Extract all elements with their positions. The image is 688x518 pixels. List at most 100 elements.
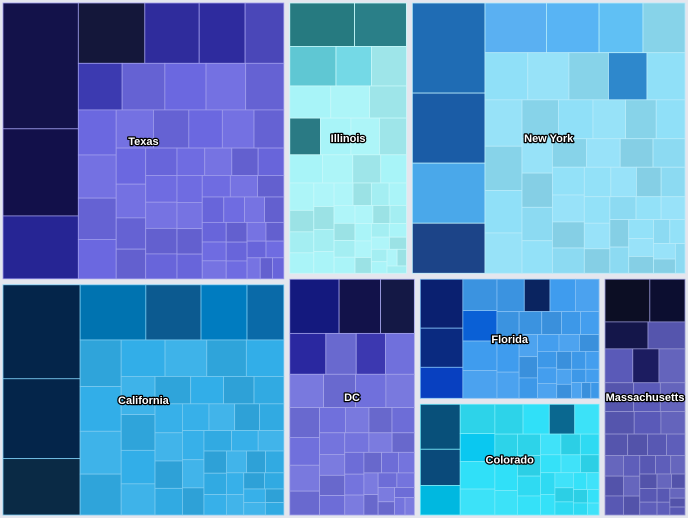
tile-florida-12[interactable] [496, 342, 520, 373]
tile-new-york-27[interactable] [585, 138, 621, 168]
tile-illinois-6[interactable] [330, 85, 370, 119]
tile-massachusetts-5[interactable] [632, 348, 660, 384]
tile-texas-27[interactable] [145, 201, 178, 229]
tile-new-york-43[interactable] [660, 196, 686, 220]
tile-california-33[interactable] [182, 487, 205, 516]
tile-colorado-14[interactable] [517, 433, 541, 456]
tile-massachusetts-17[interactable] [604, 455, 624, 477]
tile-california-16[interactable] [120, 414, 156, 451]
tile-new-york-47[interactable] [628, 238, 654, 257]
tile-colorado-22[interactable] [560, 454, 581, 474]
tile-texas-53[interactable] [246, 240, 267, 259]
tile-dc-18[interactable] [391, 407, 415, 434]
tile-massachusetts-6[interactable] [658, 348, 686, 384]
tile-new-york-39[interactable] [583, 222, 611, 250]
tile-texas-19[interactable] [221, 109, 255, 149]
tile-texas-28[interactable] [145, 227, 178, 255]
tile-california-5[interactable] [200, 284, 248, 341]
tile-texas-49[interactable] [225, 241, 248, 262]
tile-california-49[interactable] [264, 488, 285, 503]
tile-dc-5[interactable] [355, 332, 386, 375]
tile-colorado-6[interactable] [459, 488, 496, 516]
tile-dc-20[interactable] [319, 454, 346, 476]
tile-illinois-23[interactable] [313, 251, 335, 274]
tile-texas-11[interactable] [245, 62, 285, 111]
tile-illinois-43[interactable] [370, 261, 388, 274]
tile-texas-25[interactable] [145, 147, 178, 176]
tile-illinois-14[interactable] [352, 154, 382, 184]
tile-california-46[interactable] [264, 472, 285, 490]
tile-new-york-10[interactable] [568, 52, 609, 101]
tile-colorado-4[interactable] [459, 433, 496, 462]
tile-massachusetts-19[interactable] [604, 495, 624, 516]
tile-florida-28[interactable] [571, 351, 587, 370]
tile-new-york-7[interactable] [642, 2, 686, 54]
tile-illinois-2[interactable] [289, 46, 337, 87]
tile-texas-52[interactable] [265, 221, 285, 242]
tile-texas-34[interactable] [176, 175, 203, 203]
tile-texas-41[interactable] [201, 196, 225, 223]
tile-texas-31[interactable] [204, 147, 233, 176]
tile-dc-34[interactable] [377, 472, 398, 488]
tile-illinois-20[interactable] [313, 182, 335, 207]
tile-texas-33[interactable] [257, 147, 285, 176]
tile-texas-23[interactable] [115, 217, 147, 250]
tile-florida-30[interactable] [556, 368, 572, 385]
tile-illinois-13[interactable] [322, 154, 354, 184]
tile-dc-39[interactable] [394, 497, 406, 516]
tile-colorado-30[interactable] [586, 472, 600, 490]
tile-new-york-4[interactable] [484, 2, 547, 54]
tile-texas-26[interactable] [145, 175, 178, 203]
tile-new-york-13[interactable] [484, 99, 523, 147]
tile-new-york-32[interactable] [551, 221, 585, 249]
tile-florida-2[interactable] [419, 366, 464, 399]
tile-texas-15[interactable] [77, 239, 117, 280]
tile-colorado-21[interactable] [540, 454, 562, 474]
tile-massachusetts-27[interactable] [639, 488, 658, 503]
tile-texas-1[interactable] [2, 128, 79, 217]
tile-illinois-5[interactable] [289, 85, 332, 119]
tile-new-york-53[interactable] [674, 243, 686, 274]
tile-illinois-30[interactable] [333, 240, 356, 258]
tile-massachusetts-31[interactable] [656, 487, 671, 503]
tile-colorado-12[interactable] [494, 463, 518, 492]
tile-florida-23[interactable] [579, 334, 600, 352]
tile-texas-43[interactable] [244, 196, 265, 223]
tile-new-york-52[interactable] [653, 258, 676, 274]
tile-texas-40[interactable] [257, 175, 285, 198]
tile-massachusetts-11[interactable] [633, 411, 662, 435]
tile-dc-33[interactable] [363, 494, 379, 516]
tile-dc-14[interactable] [289, 490, 320, 516]
tile-california-25[interactable] [154, 460, 183, 489]
tile-illinois-31[interactable] [333, 256, 356, 274]
tile-colorado-28[interactable] [554, 501, 574, 516]
tile-texas-8[interactable] [121, 62, 166, 111]
tile-california-44[interactable] [226, 494, 245, 516]
tile-florida-17[interactable] [580, 311, 600, 335]
tile-texas-48[interactable] [225, 221, 248, 243]
tile-new-york-50[interactable] [669, 219, 686, 244]
tile-new-york-51[interactable] [653, 243, 676, 260]
tile-illinois-0[interactable] [289, 2, 355, 47]
tile-colorado-25[interactable] [540, 494, 556, 516]
tile-california-50[interactable] [264, 502, 285, 516]
tile-new-york-31[interactable] [551, 194, 585, 223]
tile-california-34[interactable] [203, 430, 232, 452]
tile-new-york-42[interactable] [635, 196, 662, 220]
tile-illinois-1[interactable] [354, 2, 407, 47]
tile-colorado-24[interactable] [540, 472, 556, 495]
tile-illinois-26[interactable] [370, 182, 390, 206]
tile-california-26[interactable] [154, 487, 183, 516]
tile-new-york-1[interactable] [411, 92, 486, 164]
tile-dc-17[interactable] [368, 407, 393, 434]
tile-new-york-8[interactable] [484, 52, 529, 101]
tile-illinois-46[interactable] [386, 265, 407, 274]
tile-new-york-11[interactable] [608, 52, 648, 101]
tile-dc-28[interactable] [344, 494, 365, 516]
tile-massachusetts-15[interactable] [647, 433, 667, 456]
tile-california-37[interactable] [203, 450, 227, 474]
tile-california-23[interactable] [154, 403, 183, 434]
tile-california-30[interactable] [259, 403, 285, 431]
tile-california-31[interactable] [182, 430, 205, 461]
tile-california-9[interactable] [79, 430, 122, 475]
